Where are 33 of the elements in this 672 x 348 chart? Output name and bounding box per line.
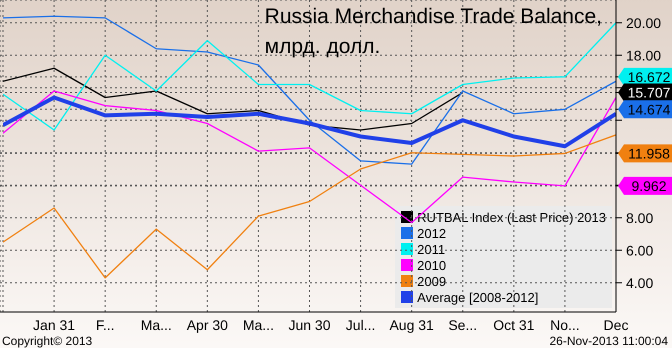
legend-label: 2009 bbox=[417, 274, 446, 288]
text: 26-Nov-2013 11:00:04 bbox=[549, 334, 668, 348]
x-tick-label: F... bbox=[96, 316, 115, 333]
legend-label: 2011 bbox=[417, 242, 446, 256]
x-tick-label: Se... bbox=[448, 316, 478, 333]
x-tick-label: Jan 31 bbox=[33, 316, 76, 333]
x-tick-label: Apr 30 bbox=[186, 316, 228, 333]
x-tick-label: No... bbox=[550, 316, 580, 333]
y-tick-label: 4.00 bbox=[626, 274, 654, 291]
x-tick-label: Dec bbox=[604, 316, 628, 333]
line-series bbox=[3, 96, 616, 148]
x-tick-label: Ma... bbox=[140, 316, 172, 333]
y-tick-label: 20.00 bbox=[626, 14, 662, 31]
legend-label: 2010 bbox=[417, 258, 446, 272]
x-tick-label: Jul... bbox=[346, 316, 376, 333]
x-tick-label: Jun 30 bbox=[288, 316, 331, 333]
y-tick-label: 9.962 bbox=[631, 178, 667, 194]
y-tick-label: 14.674 bbox=[628, 101, 671, 118]
y-tick-label: 18.00 bbox=[626, 47, 662, 64]
legend-label: Average [2008-2012] bbox=[417, 290, 538, 304]
text: Copyright© 2013 bbox=[2, 334, 92, 348]
line-series bbox=[3, 68, 464, 131]
x-tick-label: Oct 31 bbox=[493, 316, 535, 333]
y-tick-label: 6.00 bbox=[626, 242, 654, 258]
y-tick-label: 16.672 bbox=[628, 68, 671, 85]
text: Russia Merchandise Trade Balance, млрд. долл. bbox=[264, 4, 602, 60]
line-series bbox=[3, 90, 616, 224]
y-tick-label: 15.707 bbox=[628, 84, 671, 101]
legend-label: 2012 bbox=[417, 226, 446, 240]
x-tick-label: Aug 31 bbox=[389, 316, 434, 333]
y-tick-label: 11.958 bbox=[628, 145, 670, 162]
x-tick-label: Ma... bbox=[242, 316, 274, 333]
y-tick-label: 8.00 bbox=[626, 210, 654, 226]
